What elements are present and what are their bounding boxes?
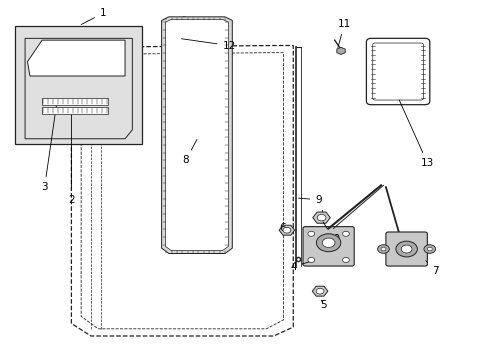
Circle shape <box>401 245 411 253</box>
Text: 4: 4 <box>289 261 309 272</box>
Text: 3: 3 <box>41 105 56 192</box>
Text: 6: 6 <box>279 224 286 233</box>
Polygon shape <box>312 212 330 223</box>
Text: 10: 10 <box>323 222 340 244</box>
Polygon shape <box>168 17 207 53</box>
Text: 5: 5 <box>320 300 326 310</box>
Circle shape <box>317 215 325 221</box>
FancyBboxPatch shape <box>366 39 429 105</box>
Circle shape <box>427 247 431 251</box>
Polygon shape <box>336 47 345 54</box>
Circle shape <box>342 231 348 236</box>
Circle shape <box>307 257 314 262</box>
Bar <box>42 98 108 105</box>
Circle shape <box>342 257 348 262</box>
Circle shape <box>377 245 388 253</box>
Text: 2: 2 <box>68 113 75 205</box>
Text: 7: 7 <box>425 261 438 276</box>
Text: 8: 8 <box>183 139 197 165</box>
Text: 9: 9 <box>298 195 321 205</box>
Text: 1: 1 <box>81 8 106 24</box>
Text: 13: 13 <box>398 100 433 168</box>
Circle shape <box>380 247 385 251</box>
Polygon shape <box>279 225 294 235</box>
Text: 12: 12 <box>181 39 235 50</box>
Circle shape <box>423 245 435 253</box>
Circle shape <box>307 231 314 236</box>
Polygon shape <box>161 17 232 253</box>
Circle shape <box>283 227 290 233</box>
FancyBboxPatch shape <box>385 232 427 266</box>
Circle shape <box>316 288 324 294</box>
FancyBboxPatch shape <box>303 226 353 266</box>
Text: 11: 11 <box>337 19 350 48</box>
Polygon shape <box>312 286 327 296</box>
Circle shape <box>316 234 340 252</box>
Bar <box>15 26 142 144</box>
Polygon shape <box>165 19 228 251</box>
Bar <box>42 107 108 114</box>
Circle shape <box>322 238 334 247</box>
Polygon shape <box>27 40 125 76</box>
Circle shape <box>395 241 416 257</box>
